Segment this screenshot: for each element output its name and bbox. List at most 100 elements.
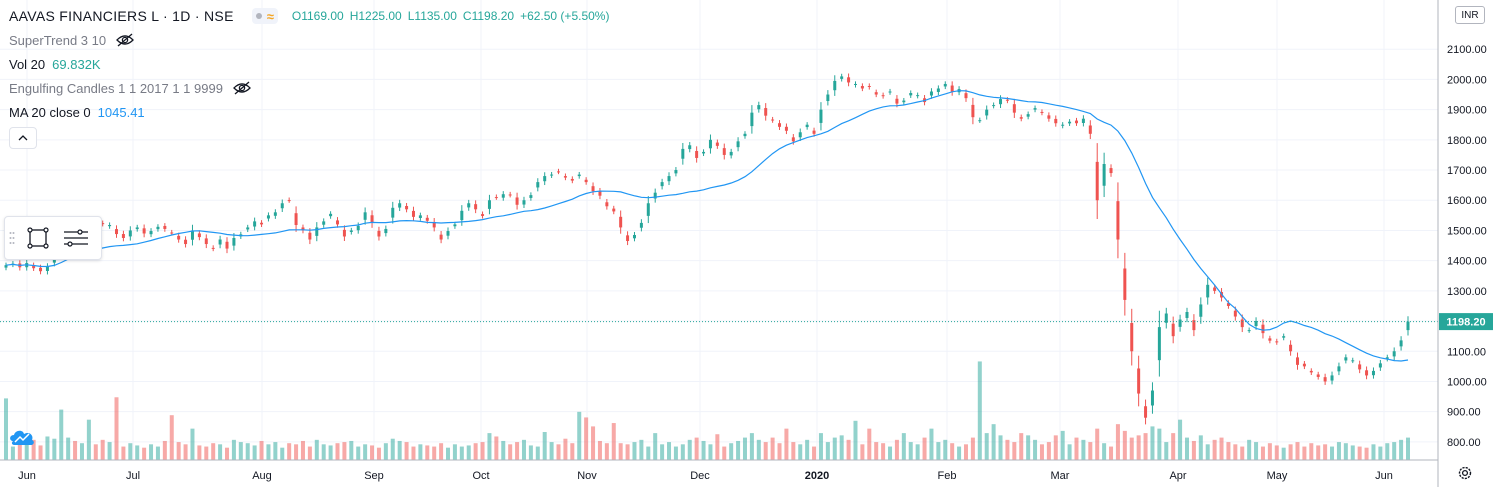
volume-bar [121,446,126,460]
candle-body [626,235,630,242]
collapse-legend-button[interactable] [9,127,37,149]
candle-body [1047,115,1051,119]
volume-bar [1109,446,1114,460]
volume-bar [114,397,119,460]
volume-bar [957,446,962,460]
volume-bar [1060,430,1065,460]
indicator-row-supertrend[interactable]: SuperTrend 3 10 [9,28,615,52]
volume-bar [756,439,761,460]
candle-body [632,234,636,239]
candle-body [232,238,236,246]
volume-bar [742,437,747,460]
candle-body [1378,363,1382,368]
volume-bar [273,442,278,460]
symbol-title[interactable]: AAVAS FINANCIERS L · 1D · NSE [9,8,234,24]
volume-bar [1191,440,1196,460]
market-status-pill[interactable]: ≈ [251,8,278,24]
settings-list-button[interactable] [57,221,95,255]
volume-bar [73,440,78,460]
volume-bar [473,443,478,460]
candle-body [1344,357,1348,361]
volume-bar [190,428,195,460]
volume-bar [66,437,71,460]
candle-body [1150,390,1154,406]
rectangle-tool-button[interactable] [19,221,57,255]
x-tick-label: 2020 [805,470,829,482]
volume-bar [452,444,457,460]
x-tick-label: Dec [690,470,710,482]
candle-body [508,194,512,196]
candle-body [1157,327,1161,361]
candle-body [363,212,367,220]
volume-bar [936,442,941,460]
candle-body [639,222,643,228]
indicator-row-ma[interactable]: MA 20 close 0 1045.41 [9,100,615,124]
chart-grid [0,0,1438,460]
volume-bar [446,447,451,460]
candle-body [729,151,733,156]
candle-body [142,228,146,234]
y-tick-label: 1000.00 [1447,376,1487,388]
candle-body [1226,303,1230,306]
x-tick-label: May [1267,470,1288,482]
volume-bar [1378,446,1383,460]
volume-bar [950,443,955,460]
indicator-row-engulfing[interactable]: Engulfing Candles 1 1 2017 1 1 9999 [9,76,615,100]
candle-body [722,148,726,155]
candle-body [929,91,933,96]
candle-body [515,197,519,205]
volume-bar [211,443,216,460]
candle-body [432,221,436,228]
volume-bar [694,437,699,460]
candle-body [1199,304,1203,317]
y-tick-label: 1500.00 [1447,225,1487,237]
candle-body [273,212,277,216]
volume-bar [1067,444,1072,460]
candle-body [246,227,250,230]
indicator-row-vol[interactable]: Vol 20 69.832K [9,52,615,76]
candle-body [39,267,43,272]
candle-body [550,174,554,176]
candle-body [1268,338,1272,341]
candle-body [916,95,920,97]
candle-body [529,195,533,198]
candle-body [764,108,768,116]
candle-body [853,83,857,85]
candle-body [1192,320,1196,331]
volume-bar [439,443,444,460]
eye-off-icon[interactable] [116,33,135,47]
candle-body [577,174,581,177]
drag-handle-icon[interactable] [5,231,19,245]
candle-body [280,203,284,209]
volume-bar [528,445,533,460]
candle-body [260,222,264,225]
tradingview-logo-icon[interactable] [10,428,36,451]
volume-bar [715,434,720,460]
eye-off-icon[interactable] [233,81,251,95]
volume-bar [1212,439,1217,460]
currency-button[interactable]: INR [1455,6,1485,24]
volume-bar [556,444,561,460]
candle-body [411,210,415,217]
gear-icon[interactable] [1456,464,1474,487]
volume-bar [197,445,202,460]
candle-body [225,241,229,249]
volume-bar [86,419,91,460]
y-tick-label: 1400.00 [1447,256,1487,268]
volume-bar [1357,446,1362,460]
volume-bar [1330,446,1335,460]
volume-bar [563,438,568,460]
volume-bar [100,439,105,460]
candle-body [1033,108,1037,110]
candle-body [646,203,650,216]
y-tick-label: 800.00 [1447,437,1481,449]
volume-bar [963,444,968,460]
candle-body [743,133,747,137]
candle-body [681,148,685,159]
rectangle-tool-icon [27,227,49,249]
volume-bar [59,409,64,460]
candle-body [45,266,49,271]
x-tick-label: Aug [252,470,272,482]
volume-bar [1005,439,1010,460]
